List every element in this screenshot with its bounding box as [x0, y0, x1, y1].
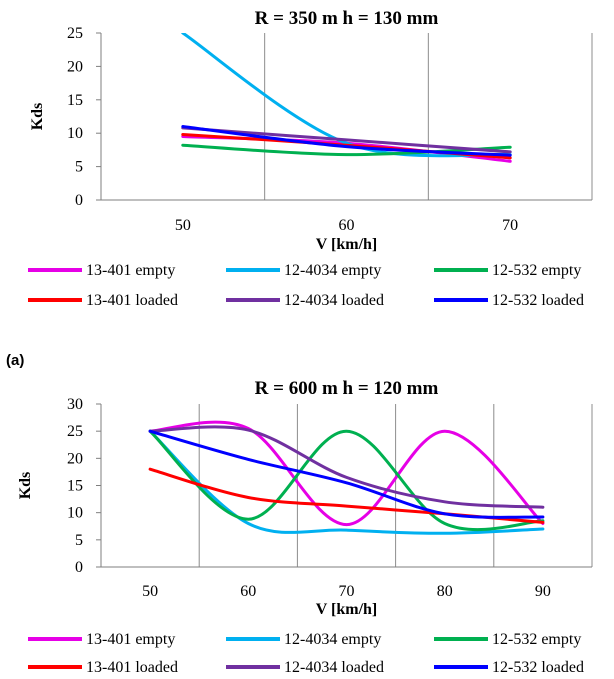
- x-axis-label: V [km/h]: [316, 236, 378, 253]
- y-tick-label: 25: [67, 423, 83, 440]
- series-line: [148, 429, 545, 519]
- legend-label: 12-4034 loaded: [284, 659, 384, 676]
- x-tick-label: 50: [175, 217, 191, 234]
- chart-panel-2: 0 5 10 15 20 25 30 50 60 70 80 90 R = 600 m h = 120 …: [17, 378, 593, 676]
- legend-label: 13-401 empty: [86, 262, 175, 279]
- series-line: [148, 429, 545, 535]
- legend-label: 13-401 loaded: [86, 292, 178, 309]
- x-tick-label: 70: [502, 217, 518, 234]
- x-tick-label: 90: [535, 583, 551, 600]
- x-tick-label: 80: [437, 583, 453, 600]
- legend-label: 12-532 empty: [492, 262, 581, 279]
- series-line: [148, 425, 545, 509]
- chart-title: R = 600 m h = 120 mm: [255, 378, 439, 399]
- y-tick-label: 30: [67, 396, 83, 413]
- x-tick-label: 50: [142, 583, 158, 600]
- y-axis-label: Kds: [29, 103, 46, 131]
- legend-label: 12-4034 loaded: [284, 292, 384, 309]
- y-tick-label: 20: [67, 450, 83, 467]
- y-axis-label: Kds: [17, 472, 34, 500]
- x-tick-label: 60: [339, 217, 355, 234]
- x-tick-label: 70: [339, 583, 355, 600]
- x-axis-label: V [km/h]: [316, 601, 378, 618]
- legend-label: 12-532 empty: [492, 631, 581, 648]
- panel-label: (a): [6, 352, 25, 369]
- y-tick-label: 25: [67, 25, 83, 42]
- legend-label: 13-401 empty: [86, 631, 175, 648]
- series-line: [148, 429, 545, 532]
- chart-title: R = 350 m h = 130 mm: [255, 8, 439, 29]
- series-line: [181, 125, 512, 157]
- y-tick-label: 15: [67, 92, 83, 109]
- legend-label: 12-532 loaded: [492, 292, 584, 309]
- y-tick-label: 5: [75, 532, 83, 549]
- legend-label: 12-4034 empty: [284, 262, 381, 279]
- y-tick-label: 0: [75, 192, 83, 209]
- x-tick-label: 60: [240, 583, 256, 600]
- y-tick-label: 15: [67, 478, 83, 495]
- series-line: [148, 420, 545, 527]
- legend-label: 12-4034 empty: [284, 631, 381, 648]
- y-tick-label: 20: [67, 58, 83, 75]
- chart-panel-1: 0 5 10 15 20 25 50 60 70 R = 350 m h = 130 mm V [k…: [28, 8, 593, 309]
- y-tick-label: 5: [75, 159, 83, 176]
- legend-label: 13-401 loaded: [86, 659, 178, 676]
- legend-label: 12-532 loaded: [492, 659, 584, 676]
- y-tick-label: 10: [67, 505, 83, 522]
- y-tick-label: 0: [75, 559, 83, 576]
- y-tick-label: 10: [67, 125, 83, 142]
